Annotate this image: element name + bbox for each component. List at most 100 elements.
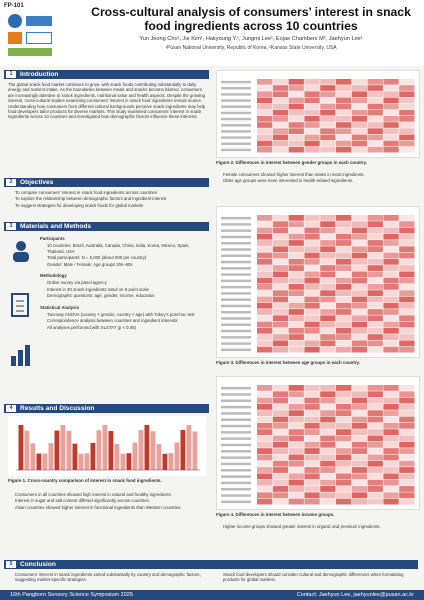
row-label-placeholder <box>221 136 251 139</box>
participant-item: Total participants: N = 5,000 (about 500… <box>47 255 206 260</box>
row-label-placeholder <box>221 475 251 478</box>
heatmap-cell <box>367 422 383 429</box>
heatmap-cell <box>399 146 415 153</box>
heatmap-cell <box>272 397 289 404</box>
heatmap-cell <box>272 309 289 315</box>
heatmap-cell <box>304 467 320 473</box>
heatmap-cell <box>257 479 273 486</box>
row-label-placeholder <box>221 304 251 308</box>
row-label-placeholder <box>221 323 251 327</box>
heatmap-cell <box>399 346 415 353</box>
heatmap-cell <box>320 391 336 398</box>
heatmap-cell <box>367 146 383 153</box>
heatmap-cell <box>383 321 399 328</box>
heatmap-cell <box>383 302 399 309</box>
heatmap-cell <box>336 227 352 234</box>
heatmap-cell <box>320 134 336 141</box>
heatmap-cell <box>288 109 304 116</box>
heatmap-cell <box>320 258 336 265</box>
heatmap-cell <box>272 252 289 259</box>
conclusion-item: Consumers’ interest in snack ingredients… <box>15 572 206 583</box>
heatmap-cell <box>383 215 399 221</box>
heatmap-cell <box>336 109 352 116</box>
heatmap-cell <box>367 140 383 147</box>
heatmap-cell <box>320 498 336 505</box>
bar <box>96 430 102 470</box>
heatmap-cell <box>257 128 273 134</box>
heatmap-cell <box>272 498 289 505</box>
partner-logo <box>26 32 52 44</box>
heatmap-cell <box>320 246 336 253</box>
heatmap-cell <box>304 233 320 240</box>
heatmap-cell <box>320 416 336 423</box>
heatmap-cell <box>257 140 273 147</box>
heatmap-cell <box>351 435 368 442</box>
heatmap-cell <box>367 79 383 85</box>
heatmap-cell <box>351 109 368 116</box>
heatmap-cell <box>288 391 304 398</box>
participant-item: Gender: Male / Female; Age groups 20s–60… <box>47 262 206 267</box>
heatmap-cell <box>288 309 304 315</box>
row-label-placeholder <box>221 348 251 352</box>
heatmap-cell <box>320 327 336 334</box>
heatmap-cell <box>367 227 383 234</box>
heatmap-cell <box>320 403 336 410</box>
heatmap-cell <box>304 391 320 398</box>
heatmap-cell <box>288 252 304 259</box>
result-item: Interest in sugar and salt content diffe… <box>15 498 206 503</box>
heatmap-cell <box>336 391 352 398</box>
heatmap-cell <box>257 271 273 278</box>
heatmap-cell <box>257 103 273 110</box>
heatmap-cell <box>257 221 273 228</box>
heatmap-cell <box>304 460 320 467</box>
heatmap-cell <box>304 221 320 228</box>
conclusion-left: Consumers’ interest in snack ingredients… <box>8 572 206 589</box>
bar <box>174 442 180 470</box>
heatmap-cell <box>383 271 399 278</box>
row-label-placeholder <box>221 500 251 504</box>
heatmap-cell <box>383 109 399 116</box>
heatmap-cell <box>272 122 289 128</box>
heatmap-cell <box>336 385 352 391</box>
row-label-placeholder <box>221 148 251 152</box>
heatmap-cell <box>351 309 368 315</box>
row-label-placeholder <box>221 481 251 485</box>
heatmap-cell <box>351 479 368 486</box>
heatmap-cell <box>304 79 320 85</box>
heatmap-cell <box>399 85 415 91</box>
heatmap-cell <box>367 277 383 284</box>
heatmap-cell <box>272 391 289 398</box>
heatmap-cell <box>399 479 415 486</box>
heatmap-cell <box>272 265 289 271</box>
heatmap-cell <box>320 479 336 486</box>
heatmap-cell <box>272 134 289 141</box>
heatmap-cell <box>399 258 415 265</box>
section-number: 1 <box>6 71 16 78</box>
heatmap-cell <box>320 284 336 290</box>
row-label-placeholder <box>221 223 251 226</box>
heatmap-cell <box>257 265 273 271</box>
row-label-placeholder <box>221 487 251 491</box>
heatmap-cell <box>351 460 368 467</box>
survey-icon <box>11 293 29 317</box>
heatmap-cell <box>272 258 289 265</box>
row-label-placeholder <box>221 279 251 283</box>
heatmap-cell <box>367 448 383 454</box>
heatmap-cell <box>272 284 289 290</box>
bar <box>156 444 162 470</box>
heatmap-cell <box>304 91 320 97</box>
heatmap-cell <box>399 252 415 259</box>
heatmap-gender <box>216 70 420 158</box>
heatmap-cell <box>288 492 304 499</box>
row-label-placeholder <box>221 87 251 90</box>
heatmap-cell <box>399 422 415 429</box>
heatmap-cell <box>383 486 399 492</box>
heatmap-cell <box>383 85 399 91</box>
heatmap-cell <box>336 140 352 147</box>
figure-4-caption: Figure 4. Differences in interest betwee… <box>216 512 335 517</box>
heatmap-cell <box>336 103 352 110</box>
bar <box>180 429 186 470</box>
heatmap-cell <box>367 403 383 410</box>
bar <box>192 431 198 470</box>
heatmap-cell <box>257 315 273 322</box>
